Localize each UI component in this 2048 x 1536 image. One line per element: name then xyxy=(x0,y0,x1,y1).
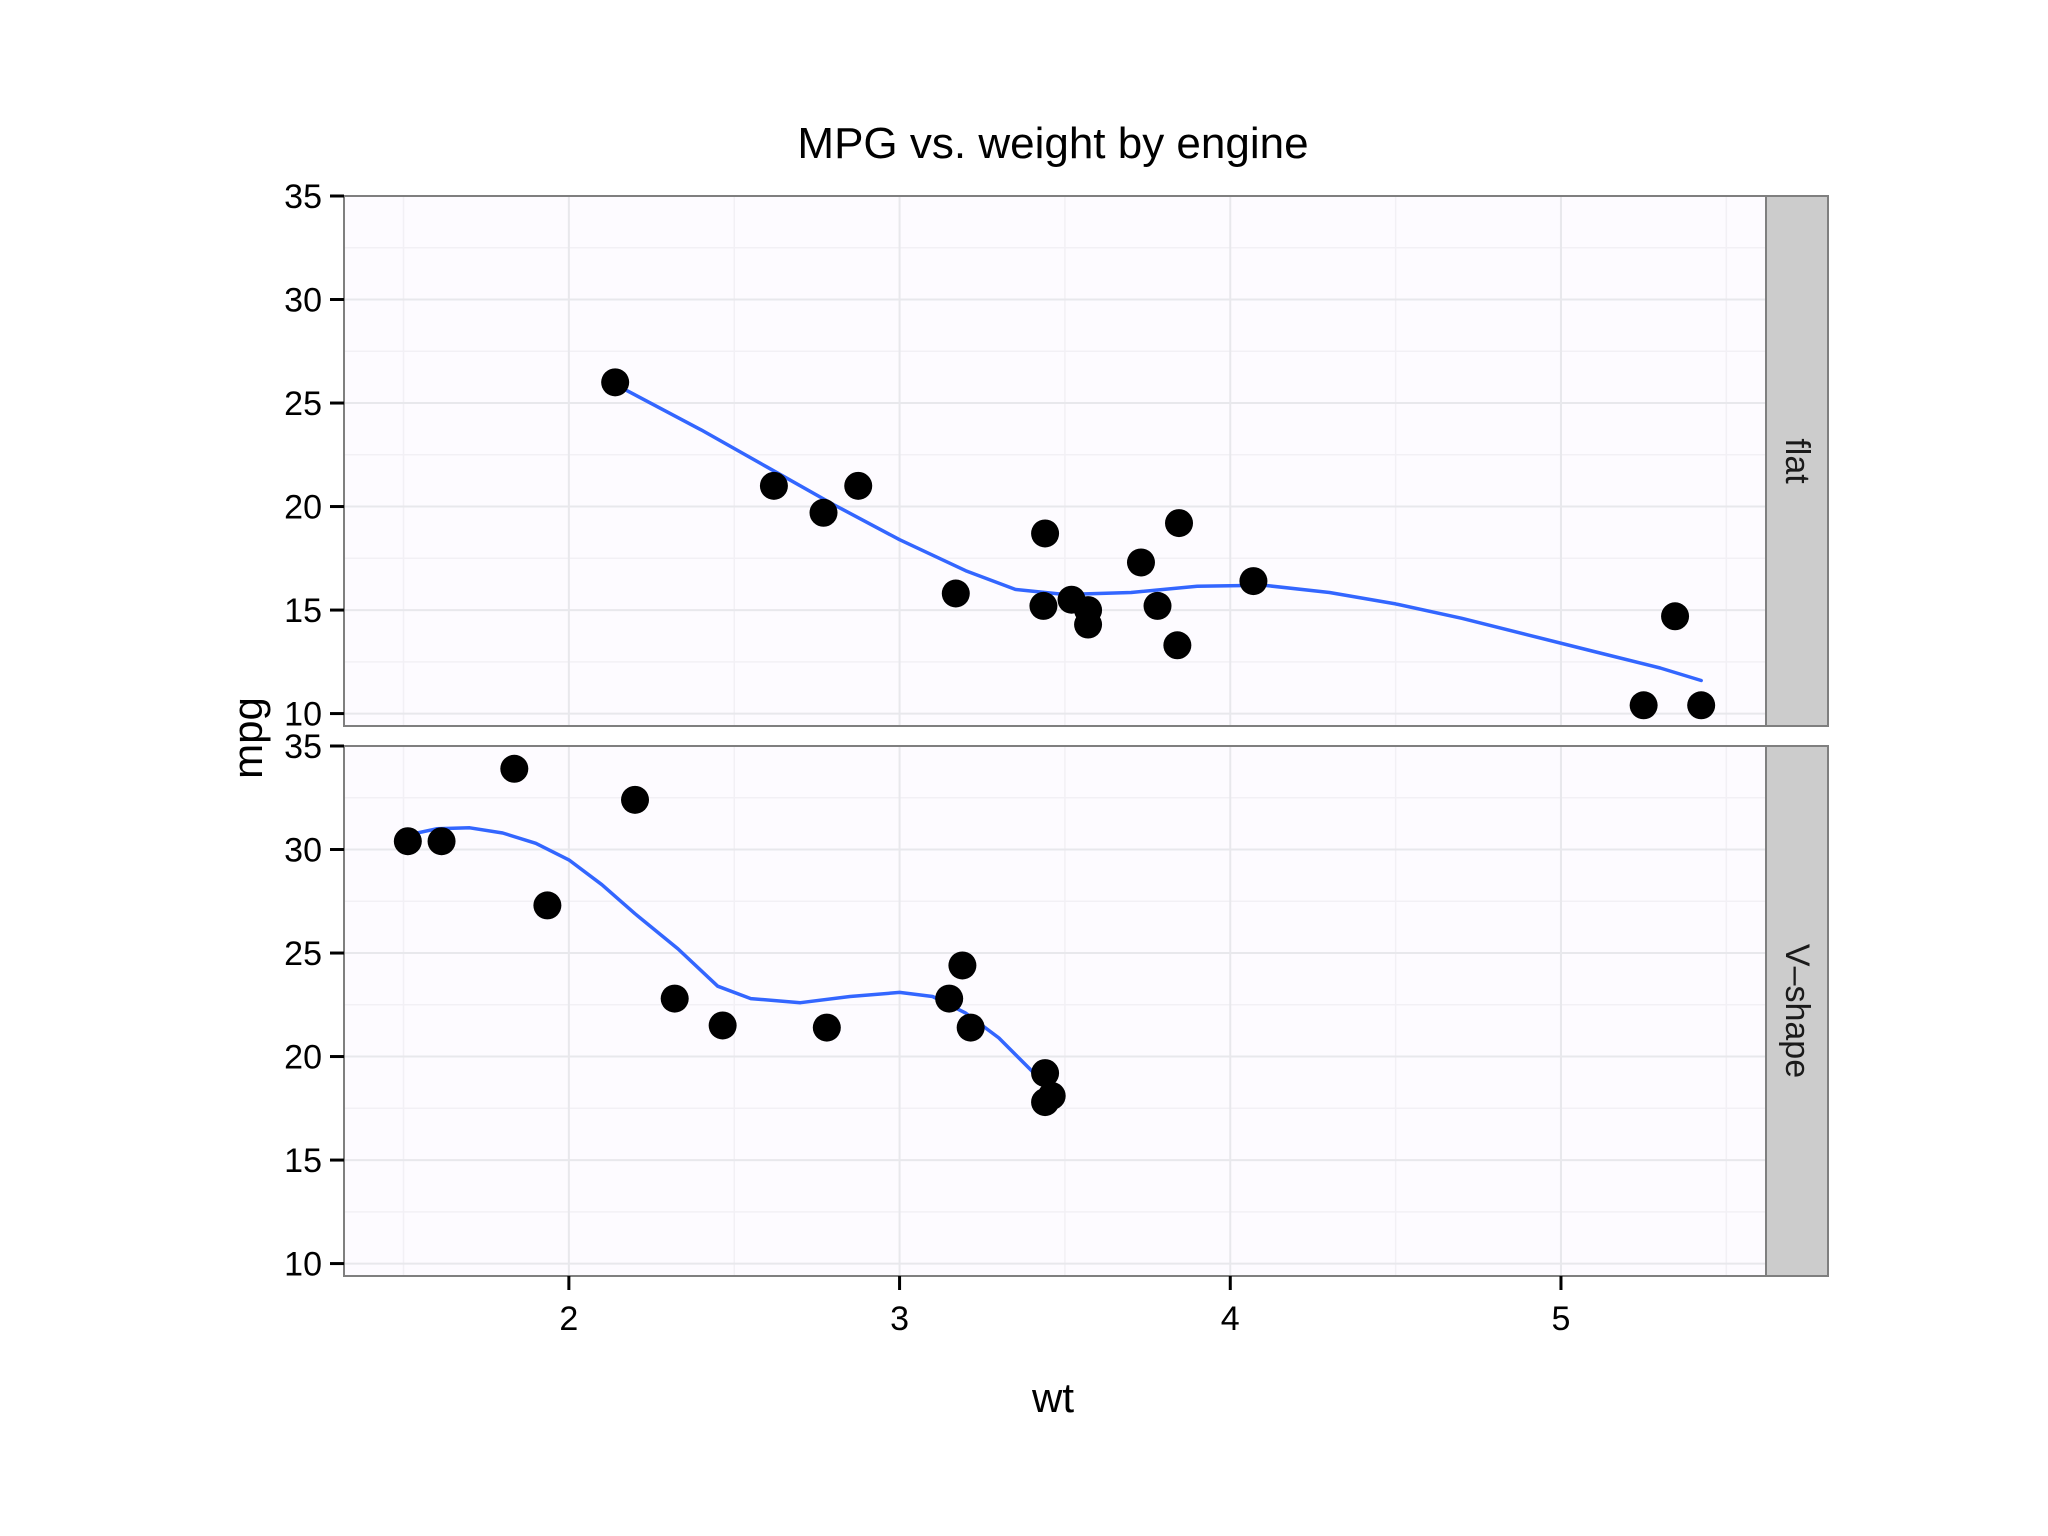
facet-strip xyxy=(1765,195,1829,727)
data-point xyxy=(809,498,838,527)
y-tick-label: 15 xyxy=(284,592,322,630)
data-point xyxy=(948,951,977,980)
y-tick-label: 35 xyxy=(284,728,322,766)
y-axis-title: mpg xyxy=(224,697,271,779)
data-point xyxy=(1126,548,1155,577)
data-point xyxy=(708,1011,737,1040)
y-tick-label: 35 xyxy=(284,178,322,216)
smooth-line xyxy=(613,382,1703,683)
smooth-line xyxy=(406,826,1054,1094)
y-tick-label: 10 xyxy=(284,1246,322,1284)
panel-background xyxy=(344,196,1766,726)
y-tick-label: 30 xyxy=(284,282,322,320)
data-point xyxy=(1165,509,1194,538)
data-point xyxy=(427,827,456,856)
data-point xyxy=(1031,1059,1060,1088)
chart-title: MPG vs. weight by engine xyxy=(797,119,1308,168)
panels: 10 15 20 25 30 35 flat 10 15 20 25 30 35 V–shape xyxy=(284,178,1829,1284)
facet-strip xyxy=(1765,745,1829,1277)
y-tick-label: 20 xyxy=(284,1039,322,1077)
data-point xyxy=(621,785,650,814)
y-tick-label: 15 xyxy=(284,1142,322,1180)
y-tick-label: 10 xyxy=(284,696,322,734)
x-axis: 2 3 4 5 xyxy=(559,1276,1570,1338)
x-axis-title: wt xyxy=(1031,1374,1074,1421)
data-point xyxy=(1074,610,1103,639)
panel-flat: 10 15 20 25 30 35 flat xyxy=(284,178,1829,734)
data-point xyxy=(1029,591,1058,620)
data-point xyxy=(941,579,970,608)
facet-label: flat xyxy=(1778,438,1816,484)
panel-background xyxy=(344,746,1766,1276)
data-point xyxy=(1031,519,1060,548)
data-point xyxy=(956,1013,985,1042)
data-point xyxy=(1687,691,1716,720)
data-point xyxy=(1143,591,1172,620)
data-point xyxy=(393,827,422,856)
data-point xyxy=(935,984,964,1013)
data-point xyxy=(1037,1081,1066,1110)
panel-v-shape: 10 15 20 25 30 35 V–shape xyxy=(284,728,1829,1284)
y-tick-label: 25 xyxy=(284,385,322,423)
data-point xyxy=(660,984,689,1013)
y-tick-label: 30 xyxy=(284,832,322,870)
data-point xyxy=(844,471,873,500)
data-point xyxy=(812,1013,841,1042)
data-point xyxy=(759,471,788,500)
data-point xyxy=(1239,567,1268,596)
x-tick-label: 5 xyxy=(1552,1300,1571,1338)
y-tick-label: 25 xyxy=(284,935,322,973)
facet-label: V–shape xyxy=(1778,944,1816,1078)
x-tick-label: 2 xyxy=(559,1300,578,1338)
data-point xyxy=(500,754,529,783)
data-point xyxy=(1629,691,1658,720)
data-point xyxy=(601,368,630,397)
y-tick-label: 20 xyxy=(284,489,322,527)
x-tick-label: 3 xyxy=(890,1300,909,1338)
data-point xyxy=(533,891,562,920)
data-point xyxy=(1163,631,1192,660)
x-tick-label: 4 xyxy=(1221,1300,1240,1338)
data-point xyxy=(1661,602,1690,631)
